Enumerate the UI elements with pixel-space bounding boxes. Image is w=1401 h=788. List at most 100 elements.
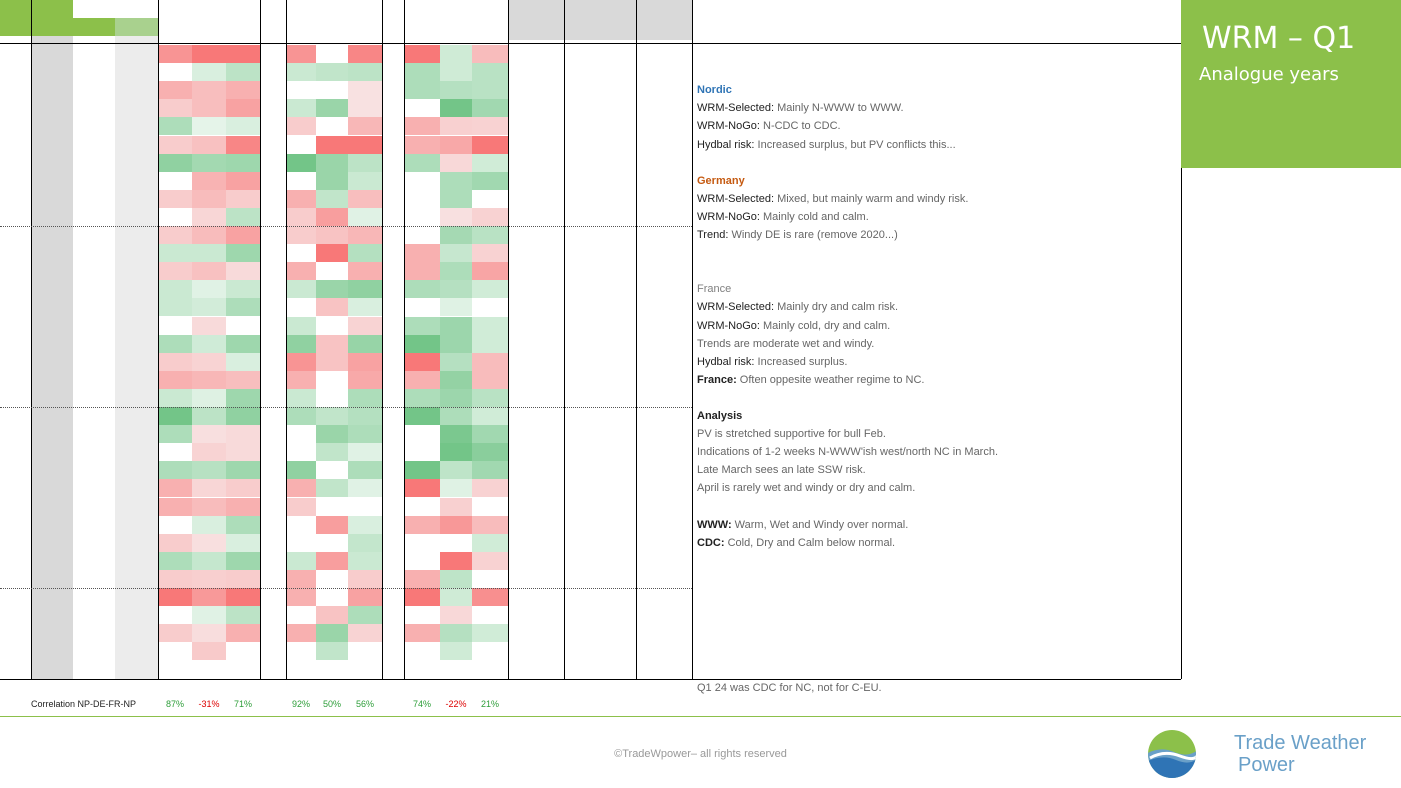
comment-text: Analysis xyxy=(697,410,743,422)
de-value xyxy=(348,316,382,335)
year-label xyxy=(0,99,31,117)
fr-value xyxy=(440,479,472,498)
nc-value xyxy=(226,45,260,64)
fr-value xyxy=(404,208,440,226)
ssw-type xyxy=(636,317,692,335)
comment-text: Hydbal risk: xyxy=(697,355,758,368)
fr-value xyxy=(440,443,472,462)
nc-value xyxy=(192,99,226,118)
comment-line: Hydbal risk: Increased surplus. xyxy=(697,353,847,371)
de-value xyxy=(316,534,348,552)
fr-value xyxy=(472,407,508,426)
date-subheader xyxy=(508,22,564,40)
ssw-type xyxy=(636,353,692,371)
nc-de-marker xyxy=(260,371,286,389)
nc-value xyxy=(192,298,226,317)
correlation-value: 50% xyxy=(322,699,341,709)
select-header xyxy=(31,18,73,36)
de-value xyxy=(348,660,382,678)
de-value xyxy=(348,642,382,660)
nc-value xyxy=(226,642,260,660)
de-value xyxy=(316,425,348,444)
grid-vline xyxy=(636,0,637,679)
de-value xyxy=(316,317,348,335)
fr-value xyxy=(440,515,472,534)
ssw-date xyxy=(511,443,564,461)
fsw-header xyxy=(115,18,158,36)
de-value xyxy=(286,244,316,262)
nc-value xyxy=(158,443,192,461)
ssw-type xyxy=(636,335,692,353)
year-label xyxy=(0,479,31,497)
comment-text: Nordic xyxy=(697,84,732,97)
fr-value xyxy=(404,117,440,136)
nc-value xyxy=(158,135,192,154)
nc-value xyxy=(226,425,260,444)
nogo-mark xyxy=(73,298,115,316)
de-value xyxy=(316,63,348,82)
nc-value xyxy=(192,189,226,208)
fr-value xyxy=(472,624,508,643)
comment-text: Mainly cold, dry and calm. xyxy=(763,319,891,332)
nc-value xyxy=(226,588,260,607)
comment-text: Indications of 1-2 weeks N-WWW'ish west/… xyxy=(697,446,999,459)
fr-value xyxy=(472,298,508,316)
de-value xyxy=(316,371,348,389)
comments-header xyxy=(692,24,1181,42)
de-value xyxy=(316,606,348,625)
nc-de-marker xyxy=(260,335,286,353)
nc-value xyxy=(192,280,226,299)
ssw-date xyxy=(511,624,564,642)
comment-text: Mainly N-WWW to WWW. xyxy=(777,102,904,115)
de-value xyxy=(286,117,316,136)
de-value xyxy=(316,389,348,407)
de-value xyxy=(348,479,382,498)
minor-ssw xyxy=(567,642,636,660)
de-value xyxy=(316,407,348,426)
de-fr-marker xyxy=(382,371,404,389)
decade-divider xyxy=(0,407,692,408)
grid-hline xyxy=(0,678,1181,680)
year-label xyxy=(0,516,31,534)
nc-t-header xyxy=(158,24,192,42)
de-value xyxy=(286,370,316,389)
comment-text: WRM-NoGo: xyxy=(697,120,763,133)
nc-value xyxy=(226,569,260,588)
fr-value xyxy=(404,63,440,82)
nc-value xyxy=(158,370,192,389)
nc-value xyxy=(192,660,226,678)
de-value xyxy=(348,117,382,136)
correlation-value: 87% xyxy=(165,699,184,709)
nc-value xyxy=(192,515,226,534)
ssw-type xyxy=(636,208,692,226)
fr-value xyxy=(440,135,472,154)
grid-vline xyxy=(692,0,693,679)
nc-value xyxy=(158,99,192,118)
de-value xyxy=(286,207,316,226)
grid-vline xyxy=(158,0,159,679)
fr-value xyxy=(472,370,508,389)
nc-value xyxy=(226,63,260,82)
comment-line: PV is stretched supportive for bull Feb. xyxy=(697,425,886,443)
fr-value xyxy=(472,280,508,299)
de-value xyxy=(286,497,316,516)
fr-value xyxy=(440,171,472,190)
fsw-mark xyxy=(127,317,158,335)
grid-vline xyxy=(404,0,405,679)
de-fr-marker xyxy=(382,479,404,497)
nc-value xyxy=(158,153,192,172)
ssw-type xyxy=(636,226,692,244)
fr-value xyxy=(404,190,440,208)
nc-value xyxy=(226,226,260,245)
correlation-value: -31% xyxy=(198,699,220,709)
nc-value xyxy=(226,352,260,371)
fr-value xyxy=(404,569,440,588)
fr-value xyxy=(472,551,508,570)
nogo-mark xyxy=(73,407,115,425)
year-label xyxy=(0,425,31,443)
de-value xyxy=(316,280,348,299)
ssw-type xyxy=(636,190,692,208)
comment-text: Trend: xyxy=(697,229,732,241)
ssw-type xyxy=(636,660,692,678)
minor-ssw-subheader xyxy=(564,22,636,40)
